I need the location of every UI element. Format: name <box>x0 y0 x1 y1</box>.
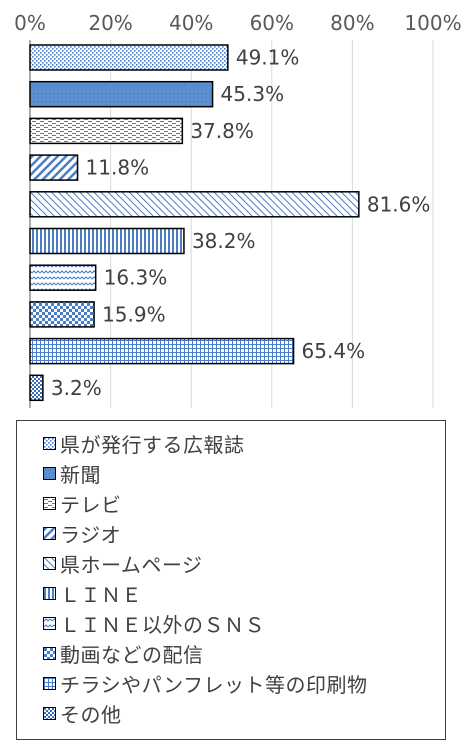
bar <box>29 227 185 255</box>
bar <box>29 264 97 291</box>
legend-label: ＬＩＮＥ <box>60 582 142 607</box>
bar <box>29 301 95 328</box>
legend-swatch <box>43 586 56 600</box>
legend-item: テレビ <box>43 489 122 517</box>
x-tick-label: 40% <box>169 11 213 35</box>
bar-chart: 0% 20% 40% 60% 80% 100% 49.1% 45.3% 37.8% 11.8% 8… <box>14 11 462 408</box>
legend-label: 動画などの配信 <box>60 642 204 667</box>
data-label: 3.2% <box>51 376 102 400</box>
legend-label: 県ホームページ <box>60 552 203 577</box>
legend-item: ＬＩＮＥ以外のＳＮＳ <box>43 609 265 637</box>
legend-label: ラジオ <box>60 522 122 547</box>
legend-item: ラジオ <box>43 519 121 547</box>
bar <box>29 191 360 218</box>
legend-swatch <box>43 466 56 480</box>
legend-item: チラシやパンフレット等の印刷物 <box>43 669 368 697</box>
legend-item: 動画などの配信 <box>43 639 204 667</box>
legend-item: 県ホームページ <box>43 549 203 577</box>
x-tick-label: 20% <box>88 11 132 35</box>
legend-label: ＬＩＮＥ以外のＳＮＳ <box>60 612 265 637</box>
legend-label: テレビ <box>60 492 122 517</box>
legend-swatch <box>43 706 56 720</box>
data-label: 11.8% <box>86 156 150 180</box>
data-label: 49.1% <box>236 46 300 70</box>
data-label: 45.3% <box>221 82 285 106</box>
legend-label: 新聞 <box>60 462 101 487</box>
bar <box>29 337 295 365</box>
data-label: 65.4% <box>302 339 366 363</box>
legend-item: ＬＩＮＥ <box>43 579 142 607</box>
data-label: 15.9% <box>102 302 166 326</box>
x-tick-label: 0% <box>14 11 46 35</box>
legend-swatch <box>43 676 56 690</box>
bar <box>29 154 79 181</box>
data-label: 38.2% <box>192 229 256 253</box>
bar <box>29 80 214 108</box>
legend-swatch <box>43 616 56 630</box>
legend-label: 県が発行する広報誌 <box>60 432 245 457</box>
legend-label: その他 <box>60 702 122 727</box>
bar <box>29 117 184 145</box>
legend-swatch <box>43 496 56 510</box>
bar <box>29 374 44 402</box>
legend-label: チラシやパンフレット等の印刷物 <box>60 672 368 697</box>
legend-swatch <box>43 526 56 540</box>
x-tick-label: 80% <box>330 11 374 35</box>
legend-item: 新聞 <box>43 459 101 487</box>
data-label: 37.8% <box>190 119 254 143</box>
x-tick-label: 100% <box>404 11 461 35</box>
bar <box>29 44 229 71</box>
legend-swatch <box>43 556 56 570</box>
data-label: 16.3% <box>104 266 168 290</box>
legend-item: 県が発行する広報誌 <box>43 429 245 457</box>
legend-swatch <box>43 436 56 450</box>
chart-legend: 県が発行する広報誌 新聞テレビラジオ県ホームページ ＬＩＮＥ ＬＩＮＥ以外のＳＮＳ 動画… <box>16 420 446 740</box>
x-tick-label: 60% <box>250 11 294 35</box>
data-label: 81.6% <box>367 192 431 216</box>
legend-swatch <box>43 646 56 660</box>
legend-item: その他 <box>43 699 122 727</box>
